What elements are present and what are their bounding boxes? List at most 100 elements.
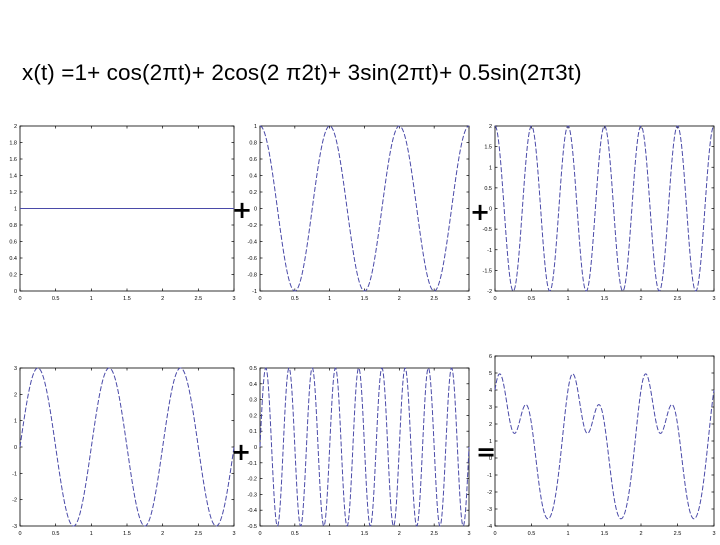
y-tick-label: 1 bbox=[14, 207, 17, 213]
x-tick-label: 2.5 bbox=[430, 296, 438, 302]
y-tick-label: -4 bbox=[487, 524, 492, 530]
plot-sum-x-t: 0 0.5 1 1.5 2 2.5 3 -4 -3 -2 -1 0 1 2 3 4 5 6 bbox=[475, 350, 720, 540]
y-tick-label: 0 bbox=[489, 456, 492, 462]
y-tick-label: -0.2 bbox=[248, 223, 257, 229]
y-tick-label: 1.4 bbox=[9, 174, 17, 180]
x-tick-label: 3 bbox=[232, 296, 235, 302]
x-tick-label: 0.5 bbox=[291, 296, 299, 302]
y-tick-label: 0.5 bbox=[484, 186, 492, 192]
plot-svg: 0 0.5 1 1.5 2 2.5 3 -4 -3 -2 -1 0 1 2 3 4 5 6 bbox=[487, 354, 715, 537]
x-tick-label: 1 bbox=[90, 531, 93, 537]
y-tick-label: 0.6 bbox=[249, 157, 257, 163]
x-tick-label: 0 bbox=[258, 296, 261, 302]
plot-cos-2pit: 0 0.5 1 1.5 2 2.5 3 -1 -0.8 -0.6 -0.4 -0.2 0 0.2 0.4 0.… bbox=[240, 120, 475, 305]
x-tick-label: 0.5 bbox=[52, 531, 60, 537]
x-tick-label: 0 bbox=[258, 531, 261, 537]
y-tick-label: 0 bbox=[489, 207, 492, 213]
x-tick-label: 1 bbox=[566, 296, 569, 302]
y-tick-label: 0 bbox=[14, 445, 17, 451]
plot-svg: 0 0.5 1 1.5 2 2.5 3 -1 -0.8 -0.6 -0.4 -0.2 0 0.2 0.4 0.… bbox=[248, 124, 471, 302]
y-tick-label: 0.2 bbox=[249, 413, 257, 419]
x-tick-label: 2.5 bbox=[430, 531, 438, 537]
x-tick-label: 2.5 bbox=[674, 296, 682, 302]
x-tick-label: 2 bbox=[639, 296, 642, 302]
y-tick-label: 1.8 bbox=[9, 141, 17, 147]
x-tick-label: 1.5 bbox=[361, 531, 369, 537]
x-tick-label: 2 bbox=[398, 296, 401, 302]
plot-constant: 0 0.5 1 1.5 2 2.5 3 0 0.2 0.4 0.6 0.8 1 1.2 1.4 1.6 1.8 2 bbox=[0, 120, 240, 305]
x-tick-label: 2.5 bbox=[674, 531, 682, 537]
series-line bbox=[259, 125, 470, 292]
x-tick-label: 1.5 bbox=[601, 531, 609, 537]
y-tick-label: 0.4 bbox=[249, 174, 257, 180]
y-tick-label: 3 bbox=[14, 366, 17, 372]
y-tick-label: -1 bbox=[12, 471, 17, 477]
y-tick-label: 0 bbox=[254, 445, 257, 451]
plus-operator-3: + bbox=[231, 438, 252, 466]
y-tick-label: 0.4 bbox=[9, 256, 17, 262]
y-tick-label: -0.5 bbox=[483, 227, 492, 233]
x-tick-label: 3 bbox=[467, 296, 470, 302]
x-tick-label: 2 bbox=[639, 531, 642, 537]
x-tick-label: 0 bbox=[18, 296, 21, 302]
x-tick-label: 0.5 bbox=[528, 296, 536, 302]
x-tick-label: 0.5 bbox=[291, 531, 299, 537]
y-tick-label: 0.4 bbox=[249, 382, 257, 388]
plot-svg: 0 0.5 1 1.5 2 2.5 3 -2 -1.5 -1 -0.5 0 0.5 1 1.5 2 bbox=[483, 124, 716, 302]
y-tick-label: 5 bbox=[489, 371, 492, 377]
plus-operator-1: + bbox=[232, 196, 253, 224]
plot-svg: 0 0.5 1 1.5 2 2.5 3 0 0.2 0.4 0.6 0.8 1 1.2 1.4 1.6 1.8 2 bbox=[9, 124, 235, 302]
y-tick-label: -0.1 bbox=[248, 461, 257, 467]
y-tick-label: 0.8 bbox=[249, 141, 257, 147]
x-tick-label: 0 bbox=[18, 531, 21, 537]
y-tick-label: -1 bbox=[487, 248, 492, 254]
x-tick-label: 0 bbox=[493, 296, 496, 302]
x-tick-label: 1.5 bbox=[123, 296, 131, 302]
y-tick-label: 0.3 bbox=[249, 398, 257, 404]
y-tick-label: 1 bbox=[14, 419, 17, 425]
y-tick-label: -3 bbox=[487, 507, 492, 513]
x-tick-label: 0.5 bbox=[52, 296, 60, 302]
y-tick-label: 4 bbox=[489, 388, 492, 394]
y-tick-label: 0.6 bbox=[9, 240, 17, 246]
x-tick-label: 2.5 bbox=[195, 296, 203, 302]
y-tick-label: 1 bbox=[489, 165, 492, 171]
plot-2cos-2pi2t: 0 0.5 1 1.5 2 2.5 3 -2 -1.5 -1 -0.5 0 0.5 1 1.5 2 bbox=[475, 120, 720, 305]
y-tick-label: -0.4 bbox=[248, 240, 257, 246]
plus-operator-2: + bbox=[470, 198, 491, 226]
y-tick-label: 1.2 bbox=[9, 190, 17, 196]
x-tick-label: 1 bbox=[90, 296, 93, 302]
x-tick-label: 1 bbox=[328, 296, 331, 302]
x-tick-label: 3 bbox=[467, 531, 470, 537]
y-tick-label: 2 bbox=[14, 392, 17, 398]
y-tick-label: 0.8 bbox=[9, 223, 17, 229]
series-line bbox=[494, 125, 715, 292]
equation-title: x(t) =1+ cos(2πt)+ 2cos(2 π2t)+ 3sin(2πt… bbox=[22, 60, 582, 85]
x-tick-label: 2 bbox=[398, 531, 401, 537]
y-tick-label: 0.5 bbox=[249, 366, 257, 372]
y-tick-label: 0 bbox=[254, 207, 257, 213]
x-tick-label: 1 bbox=[566, 531, 569, 537]
x-tick-label: 3 bbox=[712, 531, 715, 537]
x-tick-label: 2 bbox=[161, 531, 164, 537]
y-tick-label: -2 bbox=[487, 289, 492, 295]
y-tick-label: -0.3 bbox=[248, 492, 257, 498]
y-tick-label: -1.5 bbox=[483, 268, 492, 274]
equals-operator: = bbox=[476, 438, 497, 466]
plot-frame bbox=[494, 355, 715, 527]
series-line bbox=[494, 373, 715, 520]
y-tick-label: 0.1 bbox=[249, 429, 257, 435]
y-tick-label: 0.2 bbox=[9, 273, 17, 279]
x-tick-label: 0.5 bbox=[528, 531, 536, 537]
x-tick-label: 3 bbox=[232, 531, 235, 537]
y-tick-label: 2 bbox=[489, 124, 492, 130]
plot-frame bbox=[259, 125, 470, 292]
y-tick-label: 1.6 bbox=[9, 157, 17, 163]
y-tick-label: -3 bbox=[12, 524, 17, 530]
y-tick-label: 1 bbox=[254, 124, 257, 130]
x-tick-label: 0 bbox=[493, 531, 496, 537]
plot-svg: 0 0.5 1 1.5 2 2.5 3 -3 -2 -1 0 1 2 3 bbox=[12, 366, 235, 537]
y-tick-label: 1.5 bbox=[484, 145, 492, 151]
plot-0-5sin-2pi3t: 0 0.5 1 1.5 2 2.5 3 -0.5 -0.4 -0.3 -0.2 -0.1 0 0.1 0.2… bbox=[240, 362, 475, 540]
plot-svg: 0 0.5 1 1.5 2 2.5 3 -0.5 -0.4 -0.3 -0.2 -0.1 0 0.1 0.2… bbox=[248, 366, 471, 537]
